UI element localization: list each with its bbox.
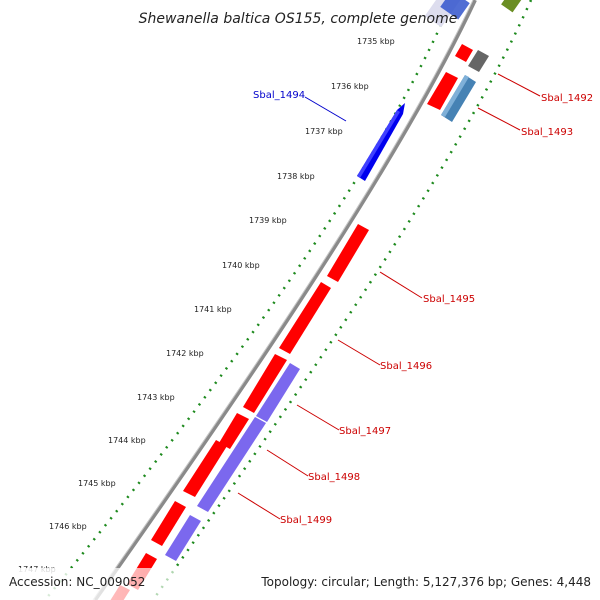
cds-sbal-1498-red[interactable] xyxy=(183,440,227,497)
cds-sbal-1493[interactable] xyxy=(441,75,476,122)
cds-sbal-1494[interactable] xyxy=(357,103,405,181)
genome-backbone-highlight xyxy=(92,0,474,600)
tick-label: 1742 kbp xyxy=(166,349,204,358)
genome-backbone xyxy=(93,0,477,600)
outer-dotted-track xyxy=(44,0,454,600)
tick-label: 1746 kbp xyxy=(49,522,87,531)
tick-label: 1741 kbp xyxy=(194,305,232,314)
cds-sbal-1499-red[interactable] xyxy=(151,501,186,546)
tick-label: 1736 kbp xyxy=(331,82,369,91)
map-title: Shewanella baltica OS155, complete genom… xyxy=(139,11,458,27)
tick-label: 1744 kbp xyxy=(108,436,146,445)
gene-label-sbal-1492[interactable]: Sbal_1492 xyxy=(541,93,593,104)
cds-sbal-1492[interactable] xyxy=(427,44,489,110)
cds-sbal-1499[interactable] xyxy=(165,515,201,561)
gene-label-sbal-1498[interactable]: Sbal_1498 xyxy=(308,472,360,483)
accession-text: Accession: NC_009052 xyxy=(9,575,145,589)
gene-label-sbal-1496[interactable]: Sbal_1496 xyxy=(380,361,432,372)
cds-sbal-1496[interactable] xyxy=(243,354,287,413)
cds-sbal-1497-blue[interactable] xyxy=(256,363,300,422)
cds-sbal-1495b[interactable] xyxy=(279,282,331,354)
footer-background xyxy=(0,568,600,600)
gene-label-sbal-1497[interactable]: Sbal_1497 xyxy=(339,426,391,437)
tick-label: 1737 kbp xyxy=(305,127,343,136)
gene-label-sbal-1493[interactable]: Sbal_1493 xyxy=(521,127,573,138)
tick-label: 1743 kbp xyxy=(137,393,175,402)
gene-label-sbal-1495[interactable]: Sbal_1495 xyxy=(423,294,475,305)
tick-label: 1735 kbp xyxy=(357,37,395,46)
cds-sbal-1497[interactable] xyxy=(219,413,249,449)
cds-top-partial xyxy=(424,0,523,28)
topology-text: Topology: circular; Length: 5,127,376 bp… xyxy=(260,575,591,589)
cds-sbal-1495a[interactable] xyxy=(327,224,369,282)
tick-label: 1745 kbp xyxy=(78,479,116,488)
tick-label: 1739 kbp xyxy=(249,216,287,225)
tick-label: 1738 kbp xyxy=(277,172,315,181)
label-connectors xyxy=(237,73,541,520)
gene-label-sbal-1499[interactable]: Sbal_1499 xyxy=(280,515,332,526)
tick-label: 1740 kbp xyxy=(222,261,260,270)
gene-label-sbal-1494[interactable]: Sbal_1494 xyxy=(253,90,305,101)
cds-sbal-1498[interactable] xyxy=(197,417,266,512)
